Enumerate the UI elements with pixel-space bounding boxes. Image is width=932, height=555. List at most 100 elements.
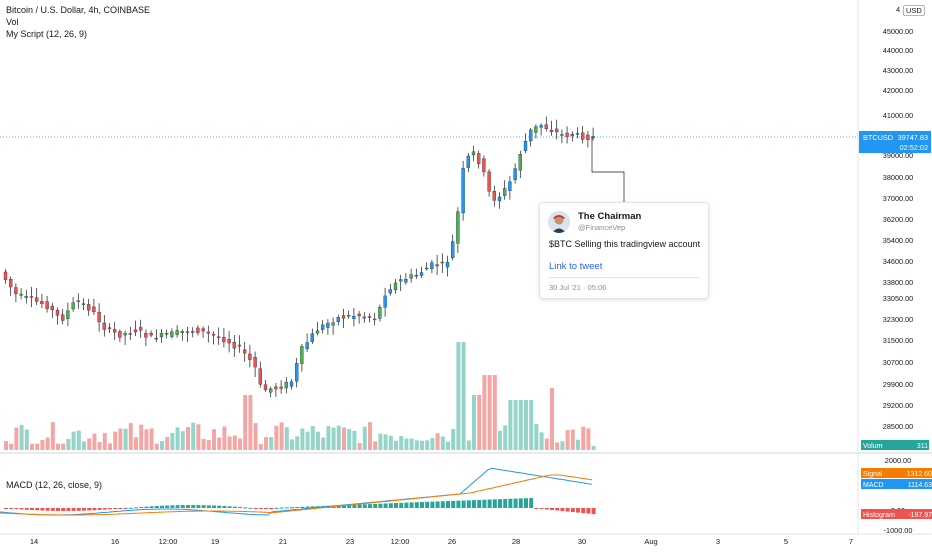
candle-body[interactable] (123, 333, 127, 336)
candle-body[interactable] (35, 297, 39, 302)
candle-body[interactable] (40, 301, 44, 304)
candle-body[interactable] (399, 279, 403, 282)
candle-body[interactable] (113, 329, 117, 333)
candle-body[interactable] (357, 313, 361, 317)
candle-body[interactable] (24, 296, 28, 298)
candle-body[interactable] (414, 274, 418, 277)
candle-body[interactable] (87, 304, 91, 311)
candle-body[interactable] (3, 271, 8, 280)
candle-body[interactable] (102, 322, 106, 330)
candle-body[interactable] (388, 289, 392, 294)
candle-body[interactable] (471, 151, 476, 155)
candle-body[interactable] (258, 368, 262, 385)
candle-body[interactable] (206, 331, 210, 334)
candle-body[interactable] (534, 126, 538, 133)
candle-body[interactable] (305, 342, 309, 350)
candle-body[interactable] (378, 307, 382, 319)
candle-body[interactable] (50, 305, 54, 311)
candle-body[interactable] (274, 386, 278, 390)
candle-body[interactable] (310, 333, 314, 342)
candle-body[interactable] (71, 302, 75, 310)
candle-body[interactable] (367, 316, 372, 318)
candle-body[interactable] (185, 331, 190, 333)
candle-body[interactable] (440, 261, 444, 264)
macd-legend[interactable]: MACD (12, 26, close, 9) (6, 480, 103, 490)
candle-body[interactable] (45, 301, 49, 309)
candle-body[interactable] (326, 322, 330, 328)
candle-body[interactable] (170, 331, 174, 337)
candle-body[interactable] (217, 336, 221, 338)
candle-body[interactable] (253, 357, 257, 368)
candle-body[interactable] (248, 353, 252, 360)
candle-body[interactable] (456, 211, 460, 244)
candle-body[interactable] (222, 337, 226, 343)
candle-body[interactable] (555, 128, 559, 133)
candle-body[interactable] (279, 386, 283, 389)
candle-body[interactable] (549, 130, 554, 133)
candle-body[interactable] (29, 296, 34, 298)
candle-body[interactable] (362, 316, 366, 319)
candle-body[interactable] (227, 339, 231, 344)
candle-body[interactable] (445, 262, 450, 268)
candle-body[interactable] (107, 327, 112, 329)
candle-body[interactable] (81, 303, 86, 305)
candle-body[interactable] (165, 333, 169, 335)
candle-body[interactable] (477, 153, 481, 164)
candle-body[interactable] (243, 349, 247, 354)
candle-body[interactable] (321, 324, 325, 330)
current-price-tag[interactable] (859, 131, 931, 153)
candle-body[interactable] (19, 293, 23, 296)
candle-body[interactable] (513, 168, 517, 180)
candle-body[interactable] (149, 332, 153, 336)
tweet-link[interactable]: Link to tweet (549, 261, 603, 272)
candle-body[interactable] (435, 264, 439, 267)
volume-legend[interactable]: Vol (6, 17, 19, 27)
candle-body[interactable] (393, 282, 398, 290)
candle-body[interactable] (139, 327, 143, 331)
candle-body[interactable] (61, 314, 65, 321)
candle-body[interactable] (373, 318, 377, 321)
candle-body[interactable] (419, 272, 424, 276)
candle-body[interactable] (518, 154, 522, 171)
candle-body[interactable] (347, 315, 351, 317)
candle-body[interactable] (315, 330, 320, 334)
candle-body[interactable] (560, 134, 564, 136)
candle-body[interactable] (425, 267, 429, 270)
candle-body[interactable] (76, 300, 80, 302)
candle-body[interactable] (383, 295, 387, 308)
candle-body[interactable] (503, 188, 507, 196)
candle-body[interactable] (523, 141, 528, 151)
candle-body[interactable] (409, 274, 413, 279)
candle-body[interactable] (331, 322, 335, 326)
candle-body[interactable] (159, 333, 164, 338)
currency-badge[interactable]: USD (903, 5, 925, 16)
candle-body[interactable] (430, 262, 434, 269)
candle-body[interactable] (586, 134, 590, 140)
candle-body[interactable] (55, 309, 60, 316)
candle-body[interactable] (461, 168, 465, 214)
candle-body[interactable] (97, 311, 101, 323)
signal-tag[interactable] (861, 468, 932, 478)
candle-body[interactable] (232, 341, 236, 349)
candle-body[interactable] (341, 315, 346, 319)
candle-body[interactable] (497, 196, 502, 201)
macd-tag[interactable] (861, 479, 932, 489)
tweet-card[interactable]: The Chairman @FinanceVep $BTC Selling th… (539, 202, 709, 299)
candle-body[interactable] (133, 329, 138, 333)
candle-body[interactable] (404, 279, 408, 283)
candle-body[interactable] (575, 133, 580, 135)
candle-body[interactable] (482, 158, 486, 173)
candle-body[interactable] (196, 327, 200, 333)
candle-body[interactable] (175, 330, 179, 335)
script-legend[interactable]: My Script (12, 26, 9) (6, 29, 88, 39)
candle-body[interactable] (581, 132, 585, 140)
candle-body[interactable] (92, 306, 96, 313)
candle-body[interactable] (144, 333, 148, 338)
candle-body[interactable] (289, 381, 294, 387)
candle-body[interactable] (508, 181, 512, 191)
histogram-tag[interactable] (861, 509, 932, 519)
candle-body[interactable] (570, 133, 574, 137)
candle-body[interactable] (154, 337, 158, 340)
